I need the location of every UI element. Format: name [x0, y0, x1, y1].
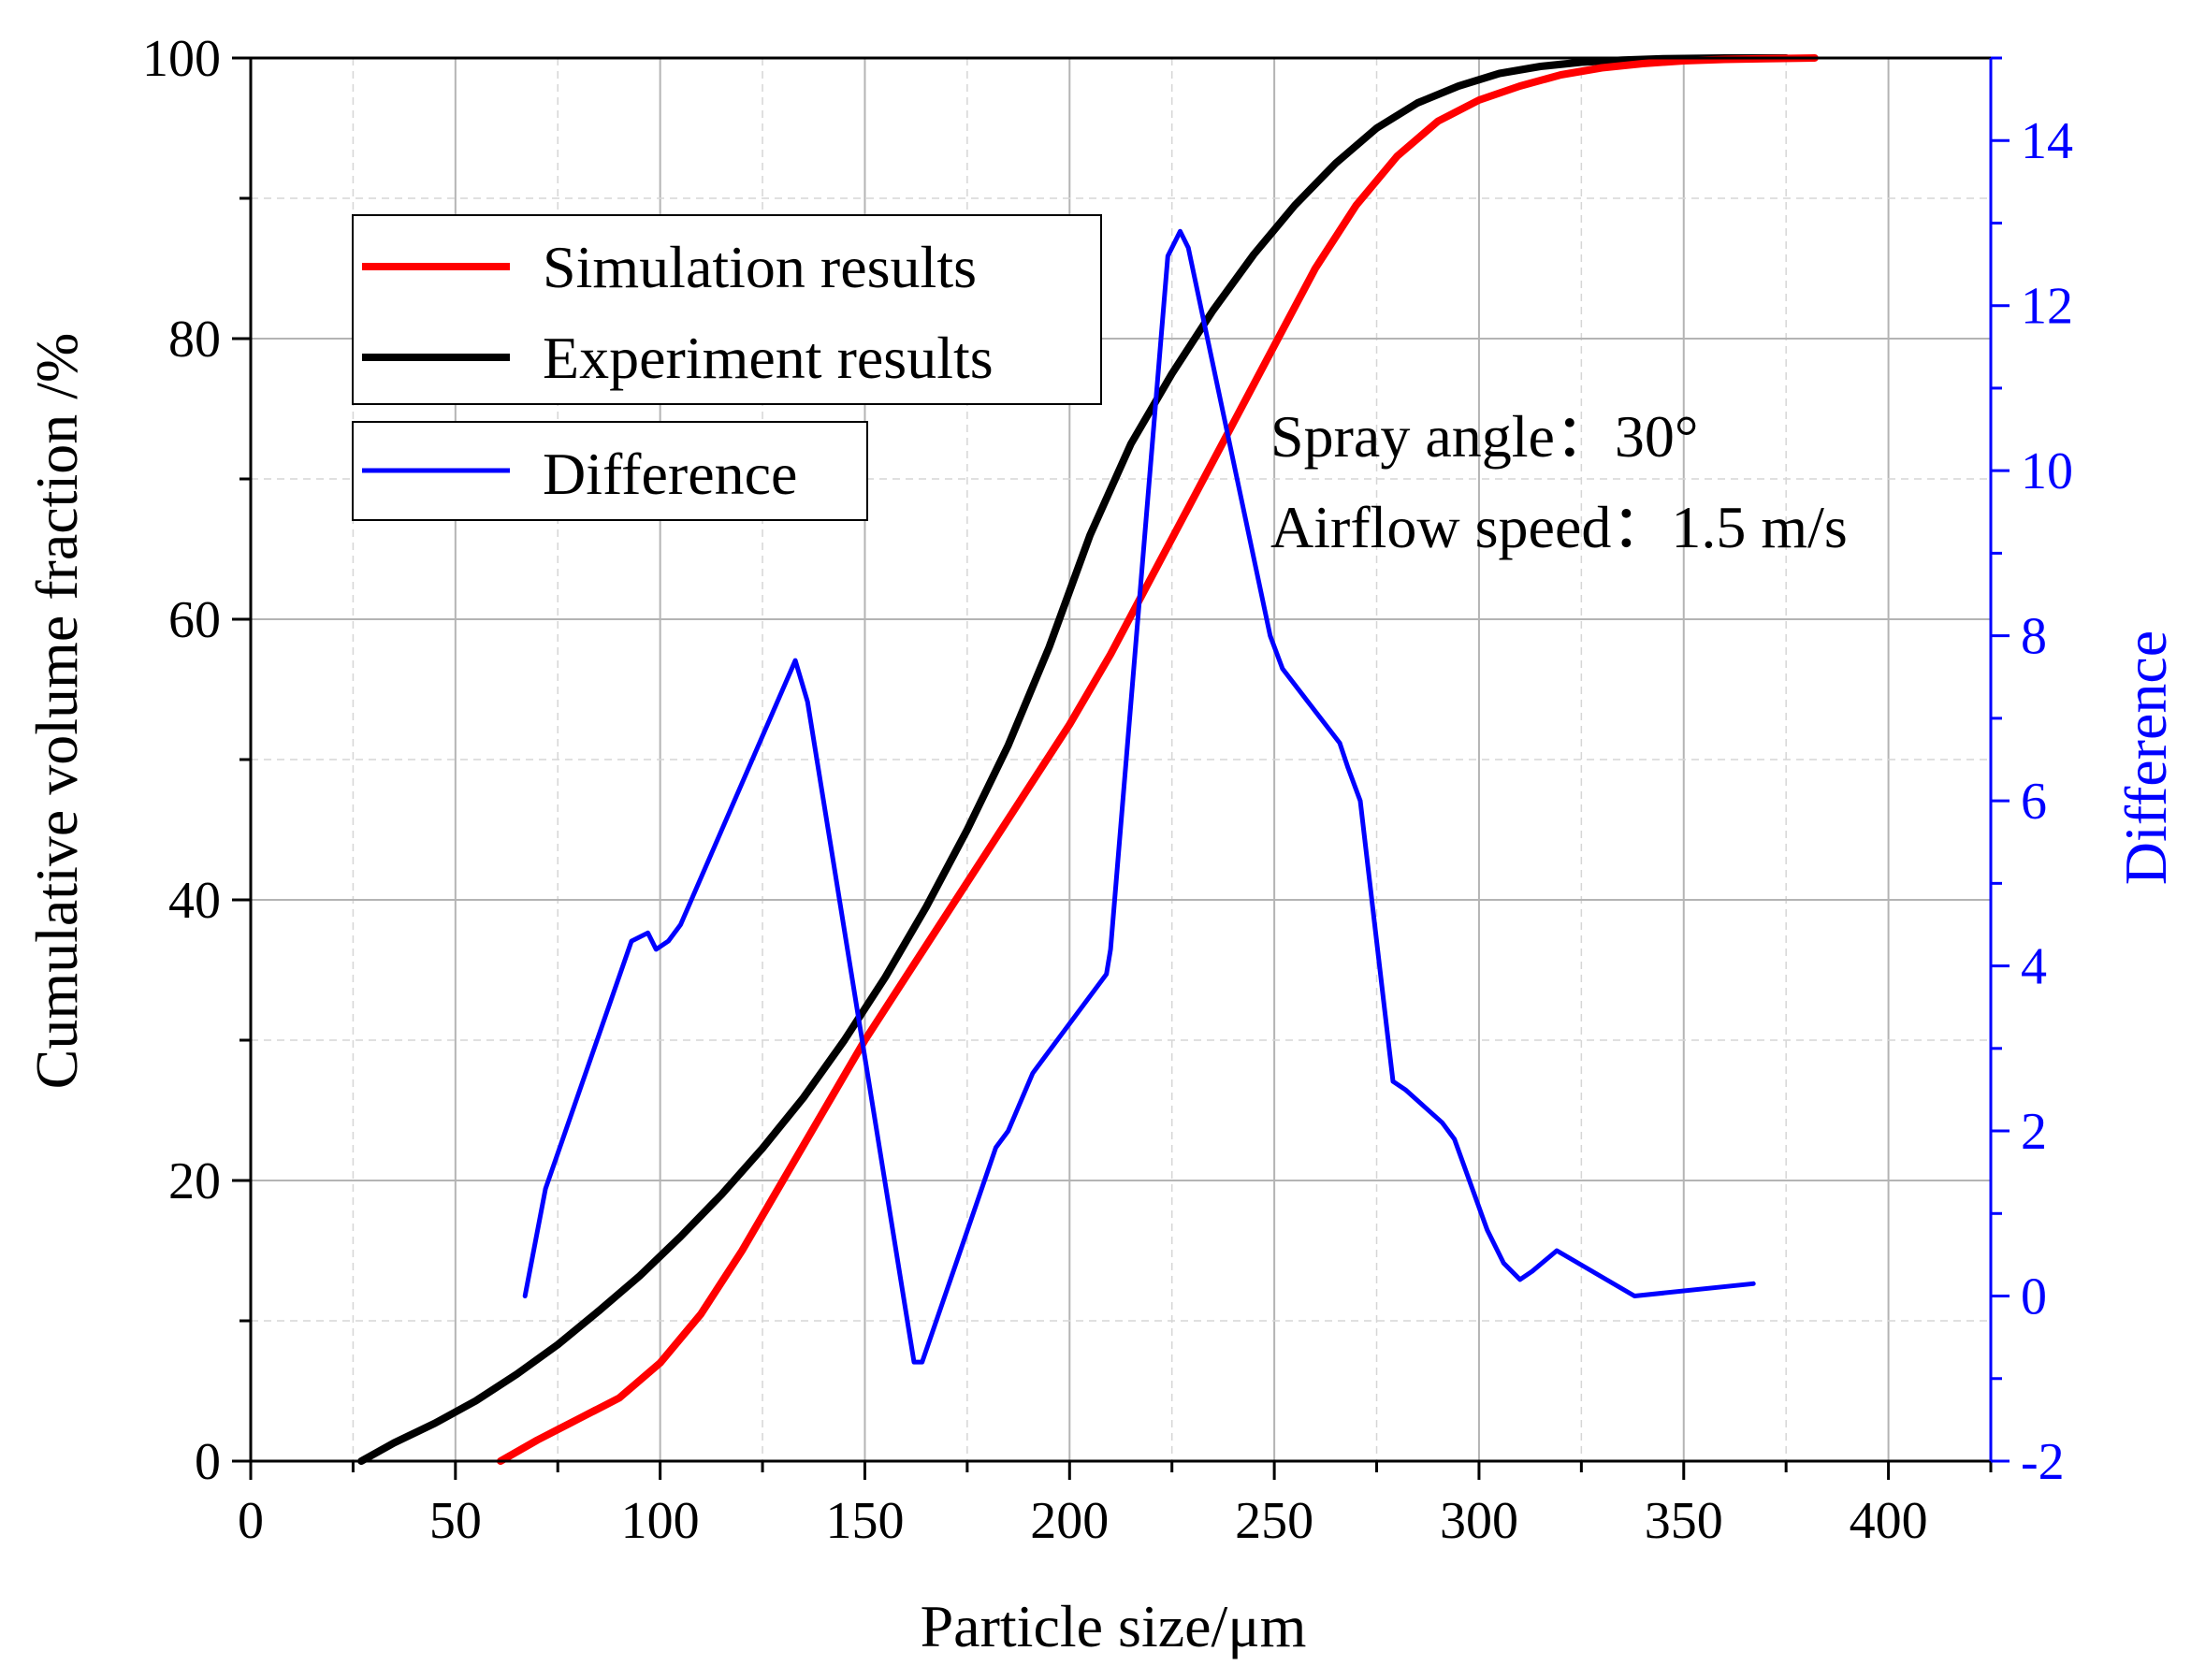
legend-box-primary: [352, 214, 1102, 405]
grid: [251, 58, 1991, 1461]
y-right-tick-label: 6: [2021, 773, 2047, 831]
x-tick-label: 50: [429, 1492, 482, 1550]
x-axis-title: Particle size/μm: [921, 1593, 1307, 1659]
y-right-tick-label: 4: [2021, 938, 2047, 996]
legend-label-experiment: Experiment results: [543, 325, 994, 391]
legend-label-difference: Difference: [543, 441, 797, 507]
x-tick-label: 400: [1850, 1492, 1928, 1550]
y-axis-title: Cumulative volume fraction /%: [23, 333, 90, 1090]
y-right-tick-label: 14: [2021, 112, 2073, 170]
x-tick-label: 250: [1235, 1492, 1313, 1550]
y-right-tick-label: 0: [2021, 1268, 2047, 1326]
legend-label-simulation: Simulation results: [543, 234, 977, 300]
y-right-tick-label: 8: [2021, 608, 2047, 666]
plot-lines: [357, 54, 1819, 1465]
series-line-experiment-results: [357, 54, 1791, 1465]
y-tick-label: 60: [168, 591, 221, 649]
x-tick-label: 150: [825, 1492, 904, 1550]
y-tick-label: 100: [142, 30, 221, 88]
annotation-airflow-speed: Airflow speed：1.5 m/s: [1270, 494, 1848, 560]
x-tick-label: 0: [238, 1492, 264, 1550]
series-line-difference: [522, 228, 1756, 1365]
y-tick-label: 0: [195, 1433, 221, 1491]
x-tick-label: 200: [1030, 1492, 1109, 1550]
y-tick-label: 80: [168, 311, 221, 369]
annotation-spray-angle: Spray angle：30°: [1270, 403, 1699, 470]
y-right-tick-label: 12: [2021, 278, 2073, 336]
y-right-tick-label: -2: [2021, 1433, 2065, 1491]
x-tick-label: 350: [1645, 1492, 1723, 1550]
y-tick-label: 40: [168, 872, 221, 930]
y-right-tick-label: 10: [2021, 442, 2073, 500]
series-line-simulation-results: [497, 54, 1819, 1465]
x-tick-label: 300: [1440, 1492, 1518, 1550]
x-tick-label: 100: [621, 1492, 700, 1550]
y-right-tick-label: 2: [2021, 1103, 2047, 1161]
y-axis-right-title: Difference: [2112, 630, 2179, 885]
ticks: 0 50 100 150 200 250 300 350 400 0 20 40 60 80 100 -2 0 2…: [142, 30, 2073, 1550]
y-tick-label: 20: [168, 1152, 221, 1210]
